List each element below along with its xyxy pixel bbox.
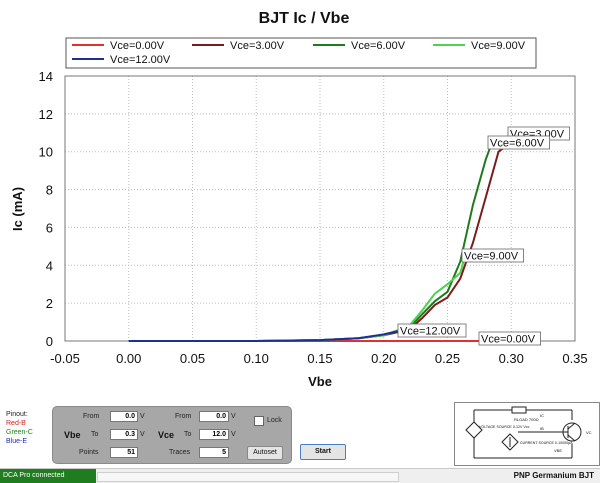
points-input[interactable]: 51	[110, 447, 138, 458]
pinout-green: Green-C	[6, 428, 33, 437]
vbe-label: Vbe	[64, 430, 81, 440]
legend-entry: Vce=12.00V	[110, 54, 171, 66]
y-tick-label: 8	[46, 183, 53, 198]
legend: Vce=0.00V Vce=3.00V Vce=6.00V Vce=9.00V Vce=…	[66, 38, 536, 68]
vbe-from-label: From	[83, 413, 99, 420]
vce-from-input[interactable]: 0.0	[199, 411, 229, 422]
pinout-title: Pinout:	[6, 410, 33, 419]
x-tick-label: 0.20	[371, 351, 396, 366]
vbe-to-unit: V	[140, 431, 145, 438]
status-progress	[97, 472, 399, 482]
schematic-vbe: VBE	[554, 448, 562, 453]
series-end-label: Vce=6.00V	[490, 138, 545, 150]
x-tick-label: 0.30	[499, 351, 524, 366]
legend-entry: Vce=6.00V	[351, 40, 406, 52]
pinout-blue: Blue-E	[6, 437, 33, 446]
vbe-to-label: To	[91, 431, 98, 438]
x-tick-label: 0.25	[435, 351, 460, 366]
x-tick-label: 0.15	[307, 351, 332, 366]
x-tick-label: 0.00	[116, 351, 141, 366]
device-type: PNP Germanium BJT	[514, 469, 594, 483]
connection-status: DCA Pro connected	[0, 469, 96, 483]
legend-entry: Vce=9.00V	[471, 40, 526, 52]
x-tick-label: -0.05	[50, 351, 80, 366]
circuit-schematic: RLOAD 700Ω IC VOLTAGE SOURCE 0-12V Vcc I…	[454, 402, 600, 466]
series-line-2	[129, 142, 492, 341]
y-tick-label: 2	[46, 296, 53, 311]
x-tick-label: 0.05	[180, 351, 205, 366]
vce-to-label: To	[184, 431, 191, 438]
y-tick-label: 10	[39, 145, 53, 160]
y-tick-label: 14	[39, 69, 53, 84]
legend-entry: Vce=3.00V	[230, 40, 285, 52]
legend-entry: Vce=0.00V	[110, 40, 165, 52]
chart-title: BJT Ic / Vbe	[259, 10, 350, 27]
vce-from-unit: V	[231, 413, 236, 420]
lock-checkbox[interactable]	[254, 416, 264, 426]
points-label: Points	[79, 449, 98, 456]
x-tick-label: 0.35	[562, 351, 587, 366]
schematic-current-source: CURRENT SOURCE 0-10000µA	[520, 441, 573, 445]
chart: BJT Ic / Vbe Vce=0.00V Vce=3.00V Vce=6.00V…	[0, 0, 600, 402]
vce-label: Vce	[158, 430, 174, 440]
y-tick-label: 12	[39, 107, 53, 122]
y-tick-label: 6	[46, 220, 53, 235]
grid	[65, 76, 575, 341]
lock-label: Lock	[267, 417, 282, 424]
vbe-to-input[interactable]: 0.3	[110, 429, 138, 440]
vce-to-unit: V	[231, 431, 236, 438]
y-axis-label: Ic (mA)	[10, 187, 25, 231]
vbe-from-unit: V	[140, 413, 145, 420]
schematic-ib: IB	[540, 426, 544, 431]
traces-label: Traces	[169, 449, 190, 456]
series-end-label: Vce=0.00V	[481, 334, 536, 346]
series-end-label: Vce=12.00V	[400, 326, 461, 338]
autoset-button[interactable]: Autoset	[247, 446, 283, 460]
vce-from-label: From	[175, 413, 191, 420]
pinout-red: Red-B	[6, 419, 33, 428]
vbe-from-input[interactable]: 0.0	[110, 411, 138, 422]
pinout-legend: Pinout: Red-B Green-C Blue-E	[6, 410, 33, 446]
status-bar: DCA Pro connected PNP Germanium BJT	[0, 468, 600, 483]
y-tick-label: 0	[46, 334, 53, 349]
schematic-vc: VC	[586, 430, 592, 435]
schematic-rload: RLOAD 700Ω	[514, 417, 539, 422]
ticks: -0.05 0.00 0.05 0.10 0.15 0.20 0.25 0.30 0.35 0 2 4…	[39, 69, 588, 366]
sweep-control-panel: From 0.0 V Vbe To 0.3 V Points 51 From 0…	[52, 406, 292, 464]
schematic-ic: IC	[540, 413, 544, 418]
traces-input[interactable]: 5	[199, 447, 229, 458]
x-tick-label: 0.10	[244, 351, 269, 366]
y-tick-label: 4	[46, 258, 53, 273]
series-line-4	[129, 330, 410, 341]
series-end-label: Vce=9.00V	[464, 251, 519, 263]
vce-to-input[interactable]: 12.0	[199, 429, 229, 440]
x-axis-label: Vbe	[308, 374, 332, 389]
schematic-voltage-source: VOLTAGE SOURCE 0-12V Vcc	[479, 425, 530, 429]
start-button[interactable]: Start	[300, 444, 346, 460]
